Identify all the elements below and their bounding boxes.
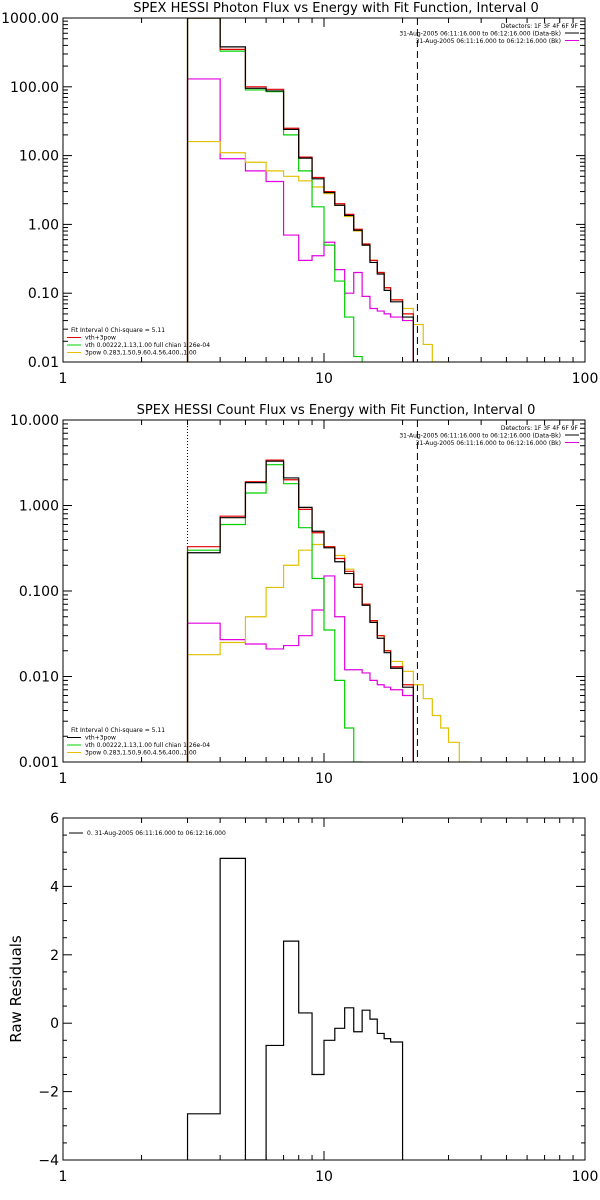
plot-frame — [62, 419, 586, 763]
panel-3 — [62, 817, 586, 1161]
header-text: 31-Aug-2005 06:11:16.000 to 06:12:16.000… — [416, 440, 561, 447]
y-tick-label: 10.00 — [19, 149, 59, 165]
series-line-1 — [186, 78, 414, 362]
series-group — [186, 18, 449, 362]
panel-2 — [62, 419, 586, 763]
header-text: 31-Aug-2005 06:11:16.000 to 06:12:16.000… — [416, 38, 561, 45]
y-tick-label: 1.000 — [19, 499, 59, 515]
legend-label: 3pow 0.283,1.50,9.60,4.56,400.,1.00 — [85, 750, 197, 757]
series-line-2 — [186, 543, 470, 762]
header-text: 31-Aug-2005 06:11:16.000 to 06:12:16.000… — [399, 433, 561, 440]
y-tick-label: 0.001 — [19, 755, 59, 771]
header-text: Detectors: 1F 3F 4F 6F 9F — [501, 23, 579, 30]
legend-title: Fit Interval 0 Chi-square = 5.11 — [71, 727, 165, 734]
y-tick-label: −2 — [38, 1085, 59, 1101]
x-tick-label: 100 — [572, 771, 599, 787]
y-tick-label: 0.01 — [28, 355, 59, 371]
series-line-5 — [186, 460, 414, 762]
series-line-4 — [186, 459, 414, 762]
x-tick-label: 10 — [315, 1169, 333, 1185]
legend-label: vth+3pow — [85, 735, 116, 742]
y-tick-label: 0 — [50, 1016, 59, 1032]
series-line-2 — [186, 140, 449, 362]
series-line-1 — [186, 575, 414, 762]
legend-label: vth 0.00222,1.13,1.00 full chian 1.26e-0… — [85, 742, 210, 749]
y-tick-label: 1000.00 — [1, 11, 59, 27]
series-group — [186, 857, 404, 1160]
series-line-4 — [186, 18, 414, 362]
series-line-5 — [186, 18, 414, 362]
plot-frame — [62, 17, 586, 363]
series-line-3 — [186, 464, 363, 762]
y-axis-label: Raw Residuals — [7, 935, 25, 1043]
y-tick-label: 0.010 — [19, 670, 59, 686]
y-tick-label: 2 — [50, 948, 59, 964]
y-tick-label: 0.10 — [28, 286, 59, 302]
y-tick-label: −4 — [38, 1153, 59, 1169]
series-line-1 — [186, 857, 404, 1160]
y-tick-label: 4 — [50, 879, 59, 895]
header-text: 31-Aug-2005 06:11:16.000 to 06:12:16.000… — [399, 31, 561, 38]
y-tick-label: 10.000 — [10, 413, 59, 429]
x-tick-label: 1 — [59, 771, 68, 787]
x-tick-label: 100 — [572, 1169, 599, 1185]
chart-title: SPEX HESSI Count Flux vs Energy with Fit… — [137, 403, 536, 418]
header-text: Detectors: 1F 3F 4F 6F 9F — [501, 425, 579, 432]
legend-label: 3pow 0.283,1.50,9.60,4.56,400.,1.00 — [85, 350, 197, 357]
plot-frame — [62, 817, 586, 1161]
series-group — [186, 459, 470, 762]
legend-title: Fit Interval 0 Chi-square = 5.11 — [71, 327, 165, 334]
panel-1 — [62, 17, 586, 363]
legend-label: vth+3pow — [85, 335, 116, 342]
y-tick-label: 6 — [50, 811, 59, 827]
legend-label: 0. 31-Aug-2005 06:11:16.000 to 06:12:16.… — [87, 830, 226, 837]
x-tick-label: 1 — [59, 371, 68, 387]
x-tick-label: 10 — [315, 371, 333, 387]
legend-label: vth 0.00222,1.13,1.00 full chian 1.26e-0… — [85, 342, 210, 349]
x-tick-label: 1 — [59, 1169, 68, 1185]
y-tick-label: 1.00 — [28, 217, 59, 233]
series-line-3 — [186, 18, 363, 362]
y-tick-label: 100.00 — [10, 80, 59, 96]
x-tick-label: 10 — [315, 771, 333, 787]
y-tick-label: 0.100 — [19, 584, 59, 600]
chart-title: SPEX HESSI Photon Flux vs Energy with Fi… — [133, 1, 539, 16]
x-tick-label: 100 — [572, 371, 599, 387]
